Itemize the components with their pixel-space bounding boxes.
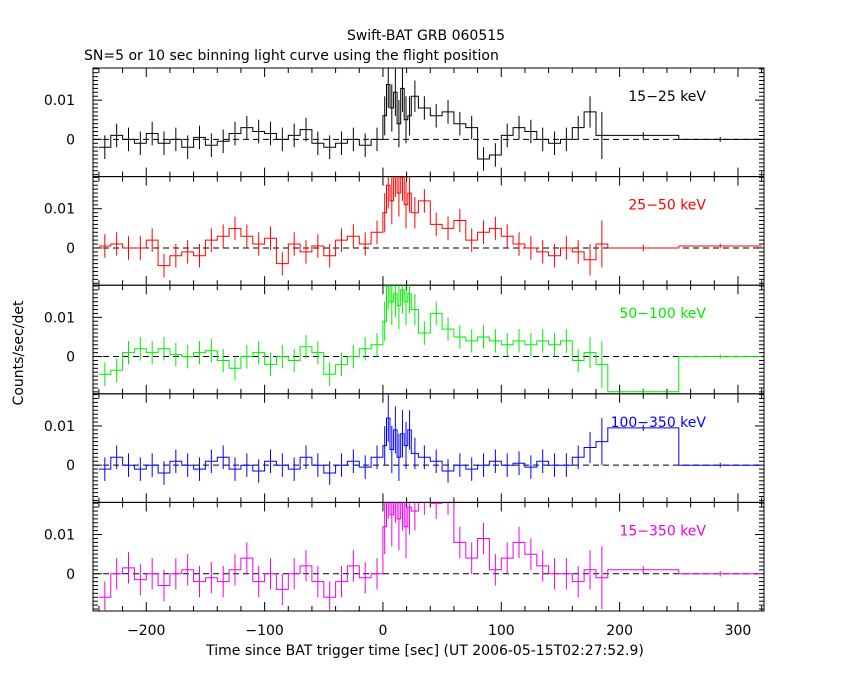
series-group [98,502,762,611]
panel-3: 0 0.01 50−100 keV [44,284,765,395]
y-tick-label: 0 [66,350,75,366]
panel-5: 0 0.01 15−350 keV [44,501,765,612]
panel-frame [92,284,765,395]
x-axis-label: Time since BAT trigger time [sec] (UT 20… [205,643,644,659]
panel-frame [92,501,765,612]
panel-1: 0 0.01 15−25 keV [44,67,765,178]
chart-title: Swift-BAT GRB 060515 [347,28,505,44]
series-group [98,176,762,278]
y-tick-label: 0.01 [44,310,75,326]
panel-frame [92,176,765,286]
y-tick-label: 0 [66,458,75,474]
x-tick-label: 0 [378,623,387,639]
series-step-line [98,176,762,267]
x-tick-label: −100 [245,623,283,639]
chart-subtitle: SN=5 or 10 sec binning light curve using… [84,48,499,64]
y-tick-label: 0 [66,567,75,583]
x-tick-label: −200 [127,623,165,639]
x-tick-labels: −200 −100 0 100 200 300 [127,623,751,639]
panel-frame [92,67,765,178]
band-label: 50−100 keV [619,306,706,322]
panel-2: 0 0.01 25−50 keV [44,176,765,286]
y-tick-label: 0.01 [44,202,75,218]
x-tick-label: 300 [725,623,752,639]
series-step-line [98,502,762,598]
series-group [98,68,762,171]
y-tick-label: 0.01 [44,93,75,109]
band-label: 15−25 keV [628,89,706,105]
band-label: 15−350 keV [619,523,706,539]
panel-4: 0 0.01 100−350 keV [44,393,765,503]
y-axis-label: Counts/sec/det [11,300,27,405]
series-group [98,394,762,485]
y-tick-label: 0 [66,241,75,257]
panel-frame [92,393,765,503]
series-step-line [98,84,762,160]
panels-group: 0 0.01 15−25 keV 0 0.01 25−50 keV 0 0.01 50−100 … [44,67,765,612]
series-step-line [98,417,762,474]
y-tick-label: 0.01 [44,528,75,544]
x-tick-label: 100 [488,623,515,639]
band-label: 25−50 keV [628,198,706,214]
series-group [98,285,762,394]
y-tick-label: 0.01 [44,419,75,435]
x-tick-label: 200 [606,623,633,639]
band-label: 100−350 keV [611,415,707,431]
y-tick-label: 0 [66,132,75,148]
series-step-line [98,285,762,393]
